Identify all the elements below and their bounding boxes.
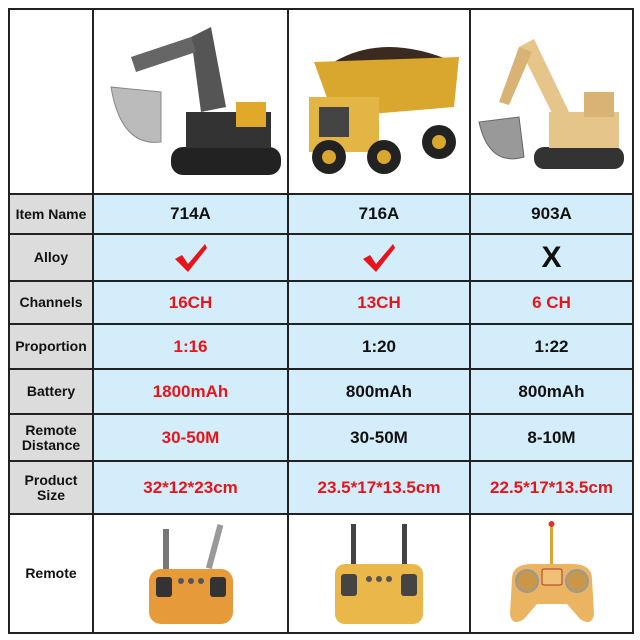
label-remote: Remote	[8, 513, 94, 634]
label-line-2: Size	[36, 486, 65, 503]
label-proportion: Proportion	[8, 323, 94, 370]
row-remote: Remote	[8, 513, 634, 634]
remote-orange-icon	[148, 523, 233, 624]
remote-distance-716a: 30-50M	[287, 413, 471, 462]
channels-903a: 6 CH	[469, 280, 634, 325]
proportion-714a: 1:16	[92, 323, 289, 370]
remote-716a	[287, 513, 471, 634]
proportion-716a: 1:20	[287, 323, 471, 370]
battery-714a: 1800mAh	[92, 368, 289, 415]
battery-716a: 800mAh	[287, 368, 471, 415]
x-mark: X	[541, 240, 562, 274]
image-row	[8, 8, 634, 195]
alloy-903a: X	[469, 233, 634, 282]
product-size-716a: 23.5*17*13.5cm	[287, 460, 471, 515]
remote-distance-714a: 30-50M	[92, 413, 289, 462]
dump-truck-icon	[309, 46, 459, 174]
item-name-903a: 903A	[469, 193, 634, 235]
product-image-716a	[287, 8, 471, 195]
row-alloy: Alloy X	[8, 233, 634, 282]
product-size-714a: 32*12*23cm	[92, 460, 289, 515]
channels-716a: 13CH	[287, 280, 471, 325]
row-proportion: Proportion 1:16 1:20 1:22	[8, 323, 634, 370]
remote-distance-903a: 8-10M	[469, 413, 634, 462]
label-alloy: Alloy	[8, 233, 94, 282]
battery-903a: 800mAh	[469, 368, 634, 415]
label-item-name: Item Name	[8, 193, 94, 235]
comparison-table: Item Name 714A 716A 903A Alloy X Channel…	[8, 8, 634, 634]
row-battery: Battery 1800mAh 800mAh 800mAh	[8, 368, 634, 415]
channels-714a: 16CH	[92, 280, 289, 325]
check-icon	[174, 243, 207, 272]
label-line-1: Product	[24, 471, 78, 488]
label-channels: Channels	[8, 280, 94, 325]
remote-714a	[92, 513, 289, 634]
label-line-2: Distance	[21, 436, 81, 453]
remote-903a	[469, 513, 634, 634]
row-channels: Channels 16CH 13CH 6 CH	[8, 280, 634, 325]
label-remote-distance: Remote Distance	[8, 413, 94, 462]
product-image-714a	[92, 8, 289, 195]
alloy-714a	[92, 233, 289, 282]
remote-rc-gamepad-icon	[509, 520, 594, 622]
proportion-903a: 1:22	[469, 323, 634, 370]
label-product-size: Product Size	[8, 460, 94, 515]
row-item-name: Item Name 714A 716A 903A	[8, 193, 634, 235]
corner-cell	[8, 8, 94, 195]
excavator-yellow-icon	[478, 38, 624, 169]
product-size-903a: 22.5*17*13.5cm	[469, 460, 634, 515]
check-icon	[363, 243, 395, 272]
label-battery: Battery	[8, 368, 94, 415]
item-name-714a: 714A	[92, 193, 289, 235]
row-remote-distance: Remote Distance 30-50M 30-50M 8-10M	[8, 413, 634, 462]
label-line-1: Remote	[25, 421, 77, 438]
excavator-black-icon	[109, 26, 281, 175]
alloy-716a	[287, 233, 471, 282]
product-image-903a	[469, 8, 634, 195]
row-product-size: Product Size 32*12*23cm 23.5*17*13.5cm 22…	[8, 460, 634, 515]
item-name-716a: 716A	[287, 193, 471, 235]
remote-yellow-icon	[335, 523, 423, 624]
